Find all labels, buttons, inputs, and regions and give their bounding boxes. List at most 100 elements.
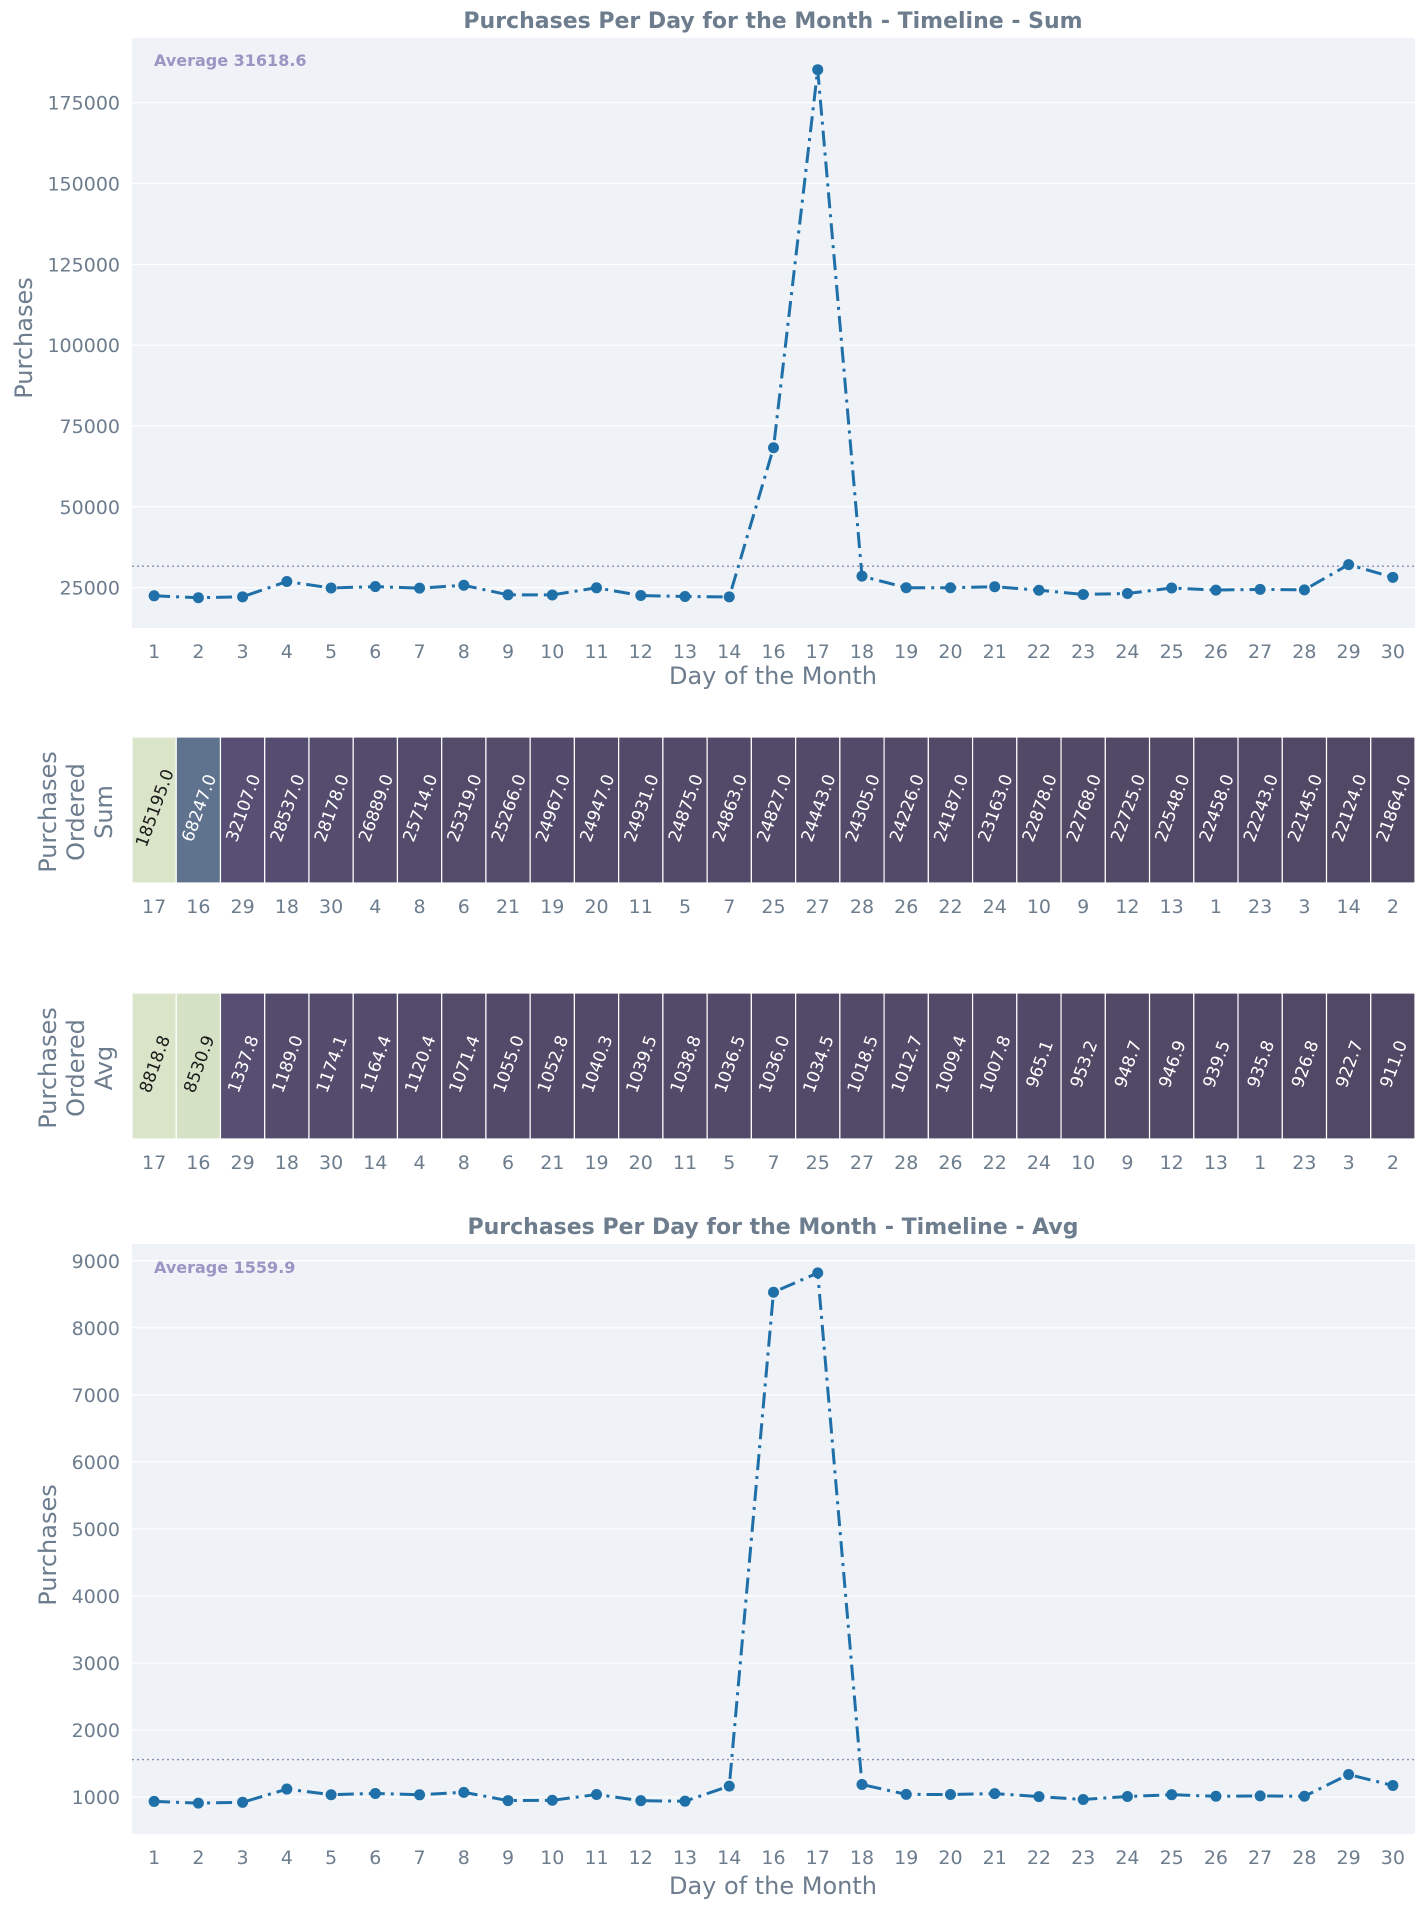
data-point-day-17	[812, 64, 824, 76]
x-tick-label: 2	[192, 641, 204, 663]
x-tick-label: 20	[629, 1152, 653, 1174]
data-point-day-24	[1121, 1790, 1133, 1802]
x-tick-label: 14	[1337, 896, 1361, 918]
data-point-day-21	[989, 581, 1001, 593]
heatmap-ylabel-line3: Avg	[90, 1046, 118, 1090]
heatmap-cell-day-26	[883, 736, 929, 884]
data-point-day-20	[944, 1788, 956, 1800]
x-tick-label: 17	[142, 1152, 166, 1174]
y-tick-label: 6000	[72, 1452, 120, 1474]
x-tick-label: 2	[1387, 896, 1399, 918]
x-tick-label: 19	[540, 896, 564, 918]
x-tick-label: 28	[1292, 1847, 1316, 1869]
data-point-day-8	[458, 1786, 470, 1798]
y-tick-label: 100000	[47, 335, 120, 357]
heatmap-cell-day-24	[1016, 992, 1062, 1140]
heatmap-cell-day-21	[529, 992, 576, 1140]
data-point-day-22	[1033, 1791, 1045, 1803]
x-tick-label: 27	[850, 1152, 874, 1174]
y-tick-label: 3000	[72, 1653, 120, 1675]
x-tick-label: 26	[938, 1152, 962, 1174]
x-tick-label: 11	[673, 1152, 697, 1174]
data-point-day-30	[1387, 1779, 1399, 1791]
x-tick-label: 14	[363, 1152, 387, 1174]
x-tick-label: 13	[673, 641, 697, 663]
heatmap-cell-day-29	[219, 992, 266, 1140]
x-tick-label: 7	[414, 641, 426, 663]
data-point-day-14	[723, 591, 735, 603]
x-tick-label: 18	[850, 1847, 874, 1869]
x-tick-label: 18	[850, 641, 874, 663]
heatmap-cell-day-3	[1281, 736, 1328, 884]
heatmap-cell-day-9	[1060, 736, 1106, 884]
data-point-day-18	[856, 570, 868, 582]
x-tick-label: 18	[275, 1152, 299, 1174]
heatmap-cell-day-9	[1104, 992, 1151, 1140]
x-tick-label: 3	[237, 1847, 249, 1869]
x-tick-label: 5	[325, 641, 337, 663]
x-tick-label: 10	[1071, 1152, 1095, 1174]
heatmap-cell-day-18	[264, 992, 310, 1140]
y-tick-label: 8000	[72, 1318, 120, 1340]
x-tick-label: 19	[894, 641, 918, 663]
x-tick-label: 3	[1343, 1152, 1355, 1174]
heatmap-cell-day-1	[1237, 992, 1283, 1140]
average-annotation: Average 31618.6	[154, 51, 307, 70]
y-tick-label: 25000	[60, 578, 120, 600]
heatmap-cell-day-23	[1281, 992, 1328, 1140]
heatmap-cell-day-5	[706, 992, 752, 1140]
heatmap-cell-day-7	[706, 736, 752, 884]
x-tick-label: 12	[1115, 896, 1139, 918]
heatmap-cell-day-27	[795, 736, 841, 884]
heatmap-cell-day-22	[971, 992, 1018, 1140]
data-point-day-1	[148, 590, 160, 602]
x-tick-label: 25	[1160, 1847, 1184, 1869]
x-tick-label: 26	[1204, 641, 1228, 663]
x-tick-label: 24	[983, 896, 1007, 918]
heatmap-cell-day-4	[396, 992, 443, 1140]
heatmap-cell-day-26	[927, 992, 974, 1140]
x-tick-label: 7	[414, 1847, 426, 1869]
ordered-sum-heatmap: Purchases Ordered Sum 185195.0 68247.0 321…	[34, 736, 1416, 918]
x-tick-label: 16	[186, 1152, 210, 1174]
y-tick-label: 9000	[72, 1251, 120, 1273]
data-point-day-9	[502, 589, 514, 601]
data-point-day-3	[237, 1796, 249, 1808]
x-tick-label: 8	[458, 1847, 470, 1869]
heatmap-cell-day-12	[1148, 992, 1195, 1140]
x-tick-label: 25	[761, 896, 785, 918]
y-tick-label: 7000	[72, 1385, 120, 1407]
data-point-day-10	[546, 589, 558, 601]
y-tick-label: 1000	[72, 1787, 120, 1809]
data-point-day-29	[1343, 1768, 1355, 1780]
chart-title: Purchases Per Day for the Month - Timeli…	[467, 1215, 1078, 1240]
data-point-day-20	[944, 582, 956, 594]
x-tick-label: 4	[281, 641, 293, 663]
data-point-day-19	[900, 582, 912, 594]
heatmap-cell-day-27	[839, 992, 885, 1140]
x-tick-label: 24	[1027, 1152, 1051, 1174]
x-tick-label: 9	[502, 641, 514, 663]
y-tick-label: 50000	[60, 497, 120, 519]
data-point-day-13	[679, 591, 691, 603]
x-tick-label: 12	[629, 641, 653, 663]
data-point-day-2	[192, 1797, 204, 1809]
x-tick-label: 29	[1337, 641, 1361, 663]
data-point-day-23	[1077, 1793, 1089, 1805]
sum-timeline-chart: Purchases Per Day for the Month - Timeli…	[10, 9, 1415, 690]
heatmap-cell-day-8	[441, 992, 487, 1140]
heatmap-cell-day-16	[175, 992, 222, 1140]
data-point-day-25	[1166, 1789, 1178, 1801]
y-tick-label: 75000	[60, 416, 120, 438]
x-tick-label: 7	[723, 896, 735, 918]
x-axis-label: Day of the Month	[669, 1872, 877, 1900]
heatmap-cell-day-2	[1370, 992, 1416, 1140]
plot-background	[132, 1244, 1415, 1834]
x-tick-label: 16	[761, 1847, 785, 1869]
x-tick-label: 19	[894, 1847, 918, 1869]
data-point-day-22	[1033, 584, 1045, 596]
heatmap-cell-day-25	[750, 736, 797, 884]
x-tick-label: 6	[502, 1152, 514, 1174]
x-tick-label: 24	[1115, 641, 1139, 663]
